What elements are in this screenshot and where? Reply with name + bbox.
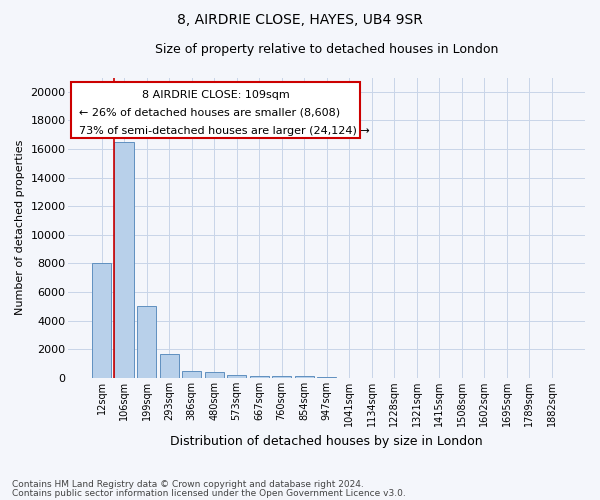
Text: Contains public sector information licensed under the Open Government Licence v3: Contains public sector information licen… bbox=[12, 488, 406, 498]
Bar bbox=[295, 376, 314, 378]
X-axis label: Distribution of detached houses by size in London: Distribution of detached houses by size … bbox=[170, 434, 483, 448]
Text: ← 26% of detached houses are smaller (8,608): ← 26% of detached houses are smaller (8,… bbox=[79, 108, 340, 118]
Bar bbox=[250, 376, 269, 378]
Bar bbox=[92, 264, 111, 378]
Bar bbox=[227, 375, 246, 378]
Text: 8, AIRDRIE CLOSE, HAYES, UB4 9SR: 8, AIRDRIE CLOSE, HAYES, UB4 9SR bbox=[177, 12, 423, 26]
Text: 73% of semi-detached houses are larger (24,124) →: 73% of semi-detached houses are larger (… bbox=[79, 126, 370, 136]
Bar bbox=[182, 370, 201, 378]
Bar bbox=[160, 354, 179, 378]
Bar bbox=[205, 372, 224, 378]
Bar bbox=[137, 306, 156, 378]
Y-axis label: Number of detached properties: Number of detached properties bbox=[15, 140, 25, 316]
Bar bbox=[272, 376, 291, 378]
Text: 8 AIRDRIE CLOSE: 109sqm: 8 AIRDRIE CLOSE: 109sqm bbox=[142, 90, 290, 100]
FancyBboxPatch shape bbox=[71, 82, 361, 138]
Bar bbox=[317, 377, 337, 378]
Bar bbox=[115, 142, 134, 378]
Text: Contains HM Land Registry data © Crown copyright and database right 2024.: Contains HM Land Registry data © Crown c… bbox=[12, 480, 364, 489]
Title: Size of property relative to detached houses in London: Size of property relative to detached ho… bbox=[155, 42, 499, 56]
